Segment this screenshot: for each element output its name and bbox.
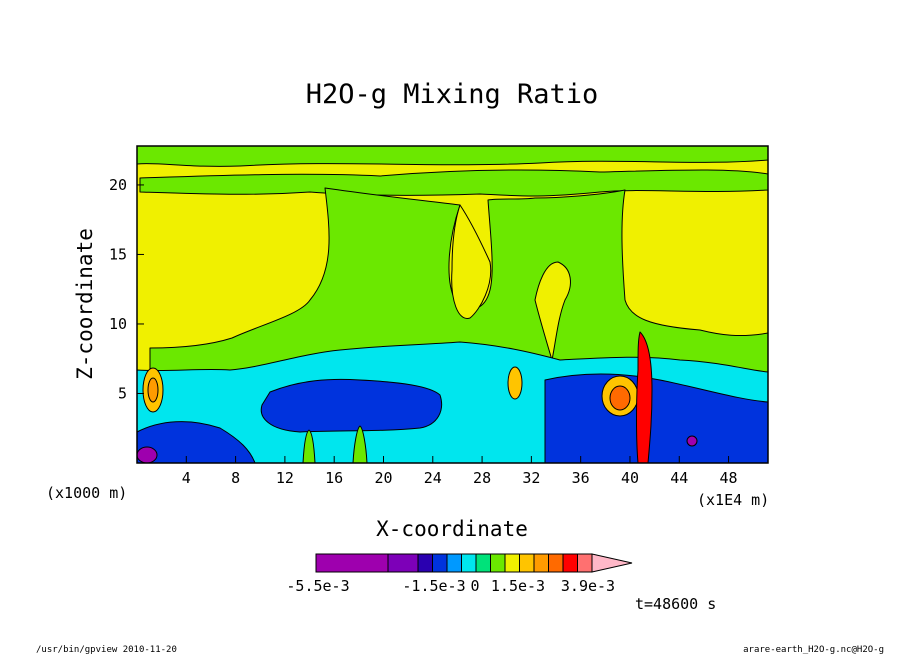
colorbar-swatch [577, 553, 593, 573]
y-tick-label: 10 [109, 315, 127, 333]
colorbar-label-max: 3.9e-3 [561, 577, 615, 595]
x-tick-label: 12 [276, 469, 294, 487]
colorbar-swatch [548, 553, 564, 573]
contour-yellow-bump [534, 261, 571, 361]
contour-min-purple-left [137, 446, 158, 463]
contour-spike-x18 [352, 425, 368, 463]
contour-max-orange-x30 [507, 366, 523, 400]
contour-fill [137, 146, 768, 463]
x-tick-label: 44 [670, 469, 688, 487]
colorbar-swatch [461, 553, 477, 573]
x-unit-right: (x1E4 m) [697, 491, 769, 509]
colorbar-swatch [446, 553, 462, 573]
contour-spike-x14 [302, 429, 316, 463]
colorbar-swatch [315, 553, 389, 573]
colorbar-label-pos: 1.5e-3 [491, 577, 545, 595]
colorbar-swatch [432, 553, 448, 573]
colorbar-swatch [490, 553, 506, 573]
x-tick-label: 20 [374, 469, 392, 487]
contour-region-blue [260, 378, 443, 433]
contour-region-blue-left [137, 421, 256, 463]
x-tick-label: 28 [473, 469, 491, 487]
footer-left: /usr/bin/gpview 2010-11-20 [36, 645, 177, 654]
x-unit-left: (x1000 m) [46, 484, 127, 502]
colorbar-label-min: -5.5e-3 [286, 577, 349, 595]
contour-region-blue-right [544, 373, 768, 463]
colorbar-label-zero: 0 [470, 577, 479, 595]
x-axis-label: X-coordinate [376, 517, 528, 541]
x-tick-label: 8 [231, 469, 240, 487]
x-tick-label: 16 [325, 469, 343, 487]
footer-right: arare-earth_H2O-g.nc@H2O-g [743, 645, 884, 654]
contour-max-orange-left-core [147, 377, 159, 403]
y-axis-label: Z-coordinate [73, 228, 97, 380]
colorbar-swatch [504, 553, 520, 573]
x-tick-label: 48 [720, 469, 738, 487]
colorbar-swatch [417, 553, 433, 573]
colorbar-swatch [533, 553, 549, 573]
x-tick-label: 32 [522, 469, 540, 487]
contour-yellow-finger [451, 204, 492, 319]
contour-max-red-column [636, 331, 653, 463]
time-label: t=48600 s [635, 595, 716, 613]
contour-max-orange-x39-core [609, 385, 631, 411]
contour-band-mid-green [139, 169, 768, 197]
chart-title: H2O-g Mixing Ratio [306, 79, 599, 110]
x-tick-label: 36 [572, 469, 590, 487]
y-tick-label: 15 [109, 245, 127, 263]
x-tick-label: 4 [182, 469, 191, 487]
colorbar-swatch [519, 553, 535, 573]
colorbar-label-neg: -1.5e-3 [402, 577, 465, 595]
contour-min-purple-right [686, 435, 698, 447]
colorbar-swatch [475, 553, 491, 573]
plot-frame [136, 145, 769, 464]
colorbar-arrow [591, 553, 633, 573]
x-axis-ticks: 4 8 12 16 20 24 28 32 36 40 44 48 [182, 456, 738, 487]
x-tick-label: 40 [621, 469, 639, 487]
x-tick-label: 24 [424, 469, 442, 487]
contour-band-upper-green [137, 146, 768, 167]
colorbar-labels: -5.5e-3 -1.5e-3 0 1.5e-3 3.9e-3 [286, 577, 615, 595]
colorbar-swatch [562, 553, 578, 573]
contour-plot-area [136, 145, 769, 464]
colorbar-swatch [387, 553, 419, 573]
y-axis-ticks: 5 10 15 20 [109, 176, 144, 402]
y-tick-label: 20 [109, 176, 127, 194]
y-tick-label: 5 [118, 384, 127, 402]
colorbar [315, 553, 633, 573]
